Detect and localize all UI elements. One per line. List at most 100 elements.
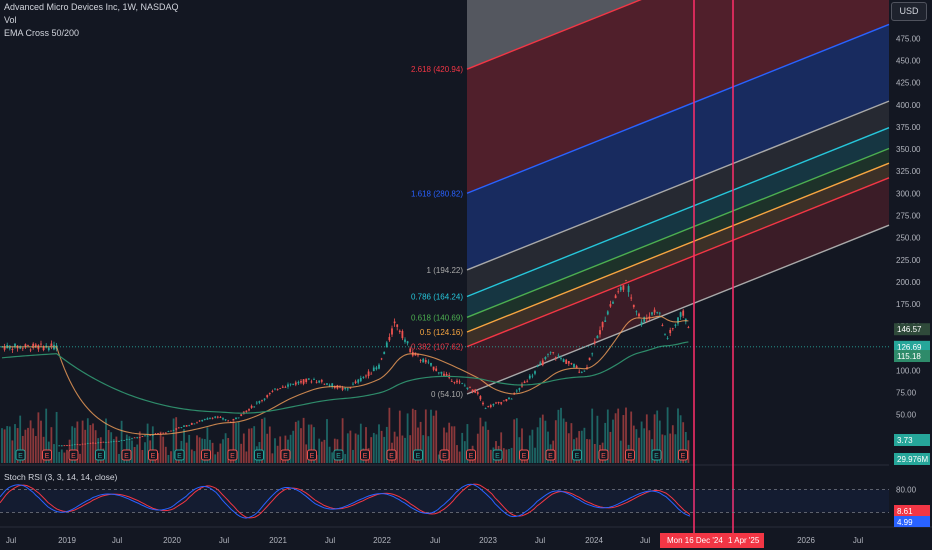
volume-bar (567, 433, 570, 463)
volume-bar (622, 415, 625, 463)
volume-bar (539, 417, 542, 463)
fib-band (467, 0, 889, 70)
candle (237, 417, 240, 419)
volume-bar (528, 435, 531, 463)
x-tick-label: 2026 (797, 536, 815, 545)
candle (500, 402, 503, 404)
candle (27, 345, 29, 346)
candle (466, 387, 469, 389)
volume-bar (37, 412, 40, 463)
volume-bar (354, 433, 357, 463)
volume-legend[interactable]: Vol (4, 15, 17, 25)
candle (318, 380, 321, 383)
volume-bar (505, 449, 508, 463)
volume-bar (349, 430, 352, 463)
volume-bar (521, 428, 523, 463)
earnings-marker (678, 449, 688, 461)
x-tick-label: Jul (535, 536, 545, 545)
fib-line-0.5 (466, 162, 890, 333)
candle (47, 347, 50, 351)
candle (534, 371, 536, 374)
candle (357, 379, 360, 383)
y-tick-label: 450.00 (896, 57, 921, 66)
volume-bar (190, 449, 193, 463)
y-tick-label: 225.00 (896, 256, 921, 265)
volume-bar (435, 410, 438, 463)
volume-bar (476, 433, 479, 463)
x-tick-label: Jul (430, 536, 440, 545)
volume-bar (679, 415, 682, 463)
volume-bar (307, 424, 310, 463)
ema-legend[interactable]: EMA Cross 50/200 (4, 28, 80, 38)
volume-badge: 29.976M (897, 455, 928, 464)
candle (401, 330, 404, 339)
volume-bar (643, 428, 646, 463)
candle (495, 402, 497, 404)
earnings-marker (121, 449, 132, 461)
volume-bar (606, 409, 609, 463)
earnings-marker (201, 449, 211, 461)
volume-bar (430, 409, 432, 463)
volume-bar (159, 431, 162, 463)
candle (372, 367, 375, 372)
volume-bar (640, 421, 643, 463)
candle (544, 357, 547, 360)
volume-bar (484, 421, 487, 463)
fib-band (467, 163, 889, 347)
volume-bar (596, 415, 599, 463)
volume-badge-bg (894, 434, 930, 446)
volume-bar (565, 421, 568, 463)
candle (552, 352, 555, 353)
fib-label-1: 1 (194.22) (427, 266, 464, 275)
volume-bar (211, 442, 214, 463)
candle (593, 341, 596, 344)
candle (484, 408, 487, 410)
candle (575, 365, 578, 369)
fib-line-1.618 (466, 23, 890, 194)
volume-bar (375, 434, 378, 463)
candle (619, 286, 622, 291)
volume-bar (617, 408, 620, 463)
currency-button[interactable]: USD (891, 2, 927, 21)
candle (255, 402, 258, 404)
candle (123, 440, 126, 441)
volume-bar (341, 418, 344, 463)
volume-bar (396, 436, 399, 463)
earnings-marker-letter: E (151, 453, 156, 460)
candle (560, 358, 562, 360)
candle (391, 328, 393, 335)
candle (679, 312, 682, 317)
fib-label-0.5: 0.5 (124.16) (420, 328, 463, 337)
volume-bar (554, 420, 557, 463)
price-badge: 115.18 (897, 352, 921, 361)
earnings-marker-letter: E (310, 453, 315, 460)
fib-label-2.618: 2.618 (420.94) (411, 65, 463, 74)
volume-bar (684, 431, 687, 463)
volume-bar (326, 419, 328, 463)
volume-bar (292, 430, 295, 463)
earnings-marker-letter: E (548, 453, 553, 460)
candle (456, 380, 458, 383)
candle (430, 362, 432, 366)
volume-bar (645, 414, 648, 463)
candle (344, 387, 347, 389)
candle (274, 388, 276, 390)
candle (349, 387, 352, 389)
candle (157, 433, 159, 435)
volume-bar (240, 443, 243, 463)
candle (164, 432, 167, 434)
volume-bar (661, 434, 664, 463)
volume-bar (547, 431, 549, 463)
earnings-marker-letter: E (98, 453, 103, 460)
candle (627, 286, 630, 293)
volume-bar (8, 426, 11, 463)
x-tick-label: Jul (325, 536, 335, 545)
candle (482, 402, 484, 405)
candle (388, 336, 391, 341)
volume-bar (206, 427, 209, 463)
volume-bar (513, 419, 516, 463)
candle (227, 420, 230, 422)
candle (479, 396, 482, 400)
candle (393, 321, 396, 324)
